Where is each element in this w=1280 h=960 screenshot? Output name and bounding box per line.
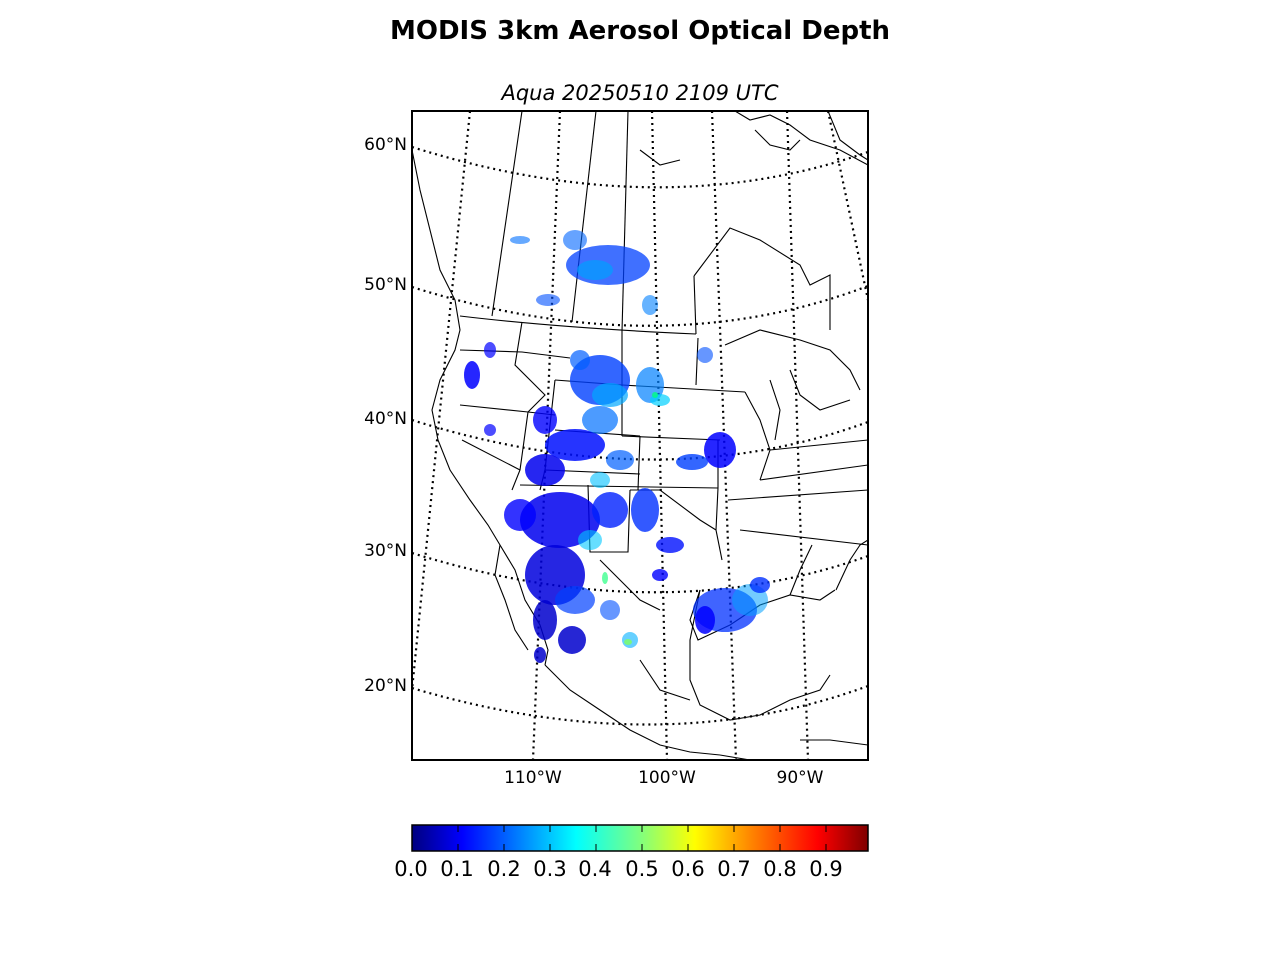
colorbar-tick-marks [411, 825, 827, 851]
colorbar-tick-0: 0.0 [394, 857, 427, 881]
lat-label-60: 60°N [364, 135, 407, 155]
colorbar-tick-3: 0.3 [533, 857, 566, 881]
map-frame [411, 110, 869, 761]
colorbar-tick-8: 0.8 [763, 857, 796, 881]
colorbar-tick-1: 0.1 [440, 857, 473, 881]
colorbar-tick-2: 0.2 [487, 857, 520, 881]
lat-label-20: 20°N [364, 676, 407, 696]
latitude-labels: 60°N 50°N 40°N 30°N 20°N [364, 135, 407, 696]
colorbar-tick-6: 0.6 [671, 857, 704, 881]
figure-title: MODIS 3km Aerosol Optical Depth [390, 16, 890, 46]
colorbar: 0.0 0.1 0.2 0.3 0.4 0.5 0.6 0.7 0.8 0.9 [394, 824, 869, 881]
lon-label-110w: 110°W [504, 768, 562, 788]
aod-retrievals [464, 230, 770, 663]
lon-label-100w: 100°W [638, 768, 696, 788]
colorbar-tick-5: 0.5 [625, 857, 658, 881]
colorbar-tick-4: 0.4 [578, 857, 611, 881]
lat-label-40: 40°N [364, 409, 407, 429]
figure-subtitle: Aqua 20250510 2109 UTC [499, 81, 778, 105]
colorbar-tick-labels: 0.0 0.1 0.2 0.3 0.4 0.5 0.6 0.7 0.8 0.9 [394, 857, 842, 881]
colorbar-gradient [411, 824, 869, 852]
longitude-labels: 110°W 100°W 90°W [504, 768, 824, 788]
graticule-parallels [412, 145, 868, 726]
lat-label-50: 50°N [364, 275, 407, 295]
lat-label-30: 30°N [364, 541, 407, 561]
colorbar-tick-7: 0.7 [717, 857, 750, 881]
lon-label-90w: 90°W [777, 768, 824, 788]
colorbar-tick-9: 0.9 [809, 857, 842, 881]
map-area [412, 111, 868, 760]
